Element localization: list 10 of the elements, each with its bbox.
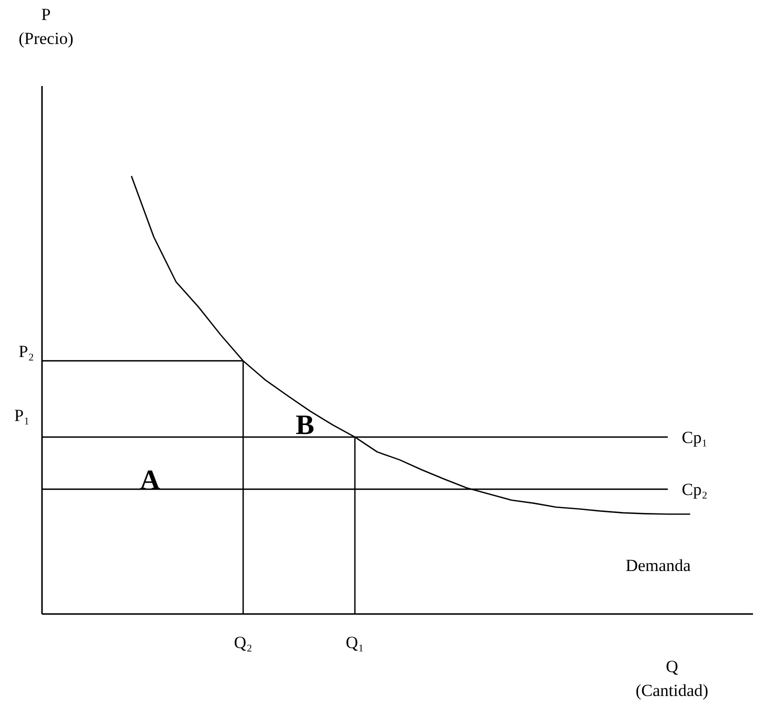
- x-axis-title: Q (Cantidad): [636, 657, 708, 700]
- x-tick-label: Q₂: [234, 633, 252, 652]
- x-tick-label: Q₁: [346, 633, 364, 652]
- text: P₁: [14, 406, 30, 425]
- text: Demanda: [626, 556, 692, 576]
- text: P (Precio): [18, 5, 74, 48]
- series-label: Cp₁: [682, 428, 708, 448]
- annotation: B: [296, 410, 314, 441]
- series-label: Cp₂: [682, 480, 708, 500]
- ref-line-label: P₂: [18, 342, 34, 361]
